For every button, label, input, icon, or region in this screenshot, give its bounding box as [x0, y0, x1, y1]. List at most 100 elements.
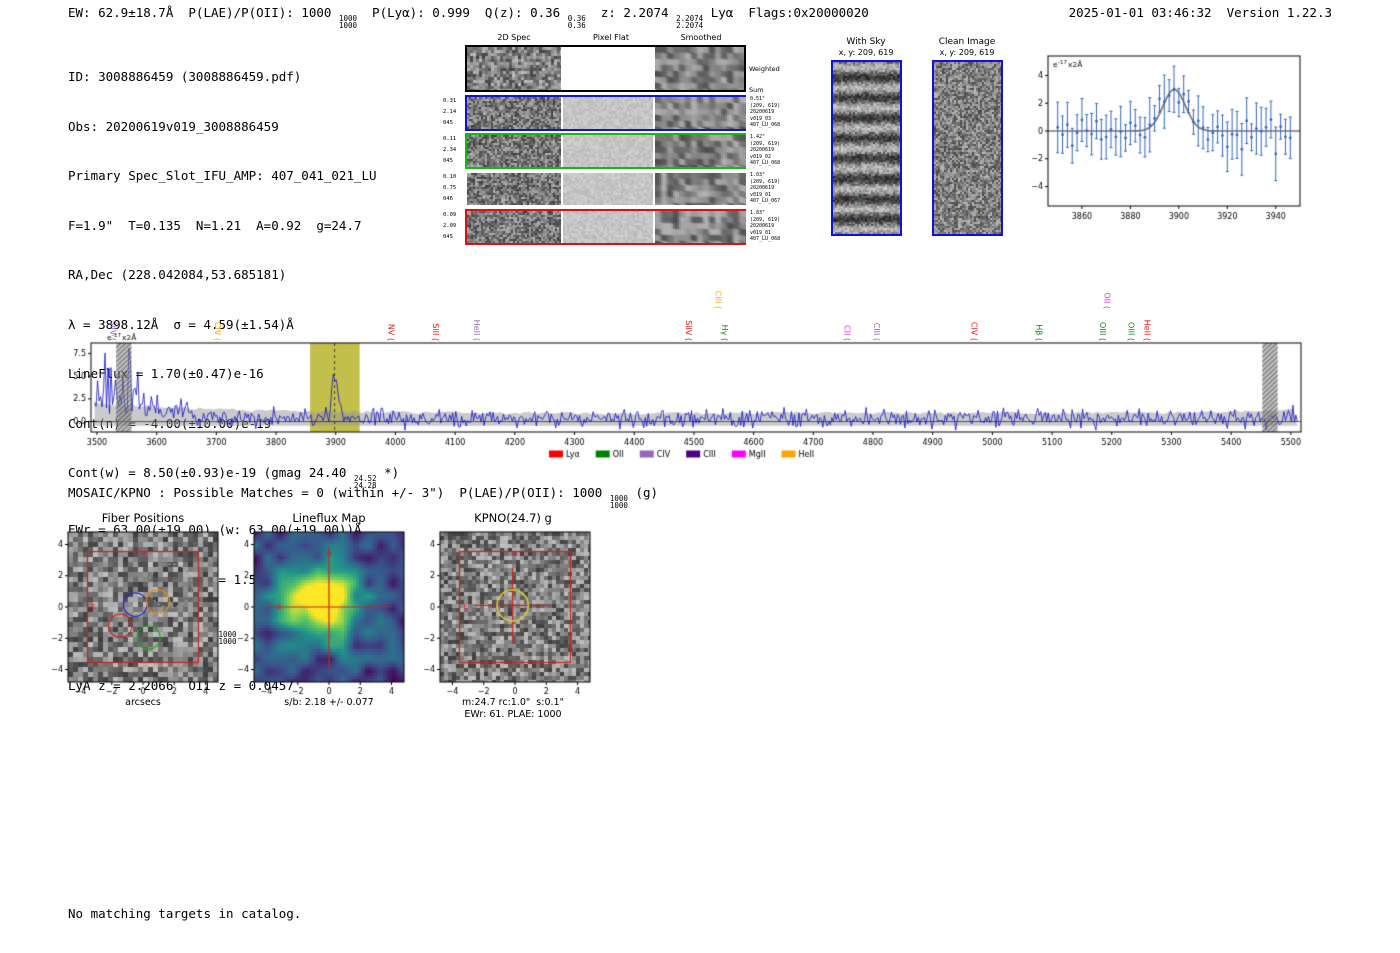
cutout-row-left-values: 0.31 2.14 045 — [443, 98, 457, 126]
plae-fraction-top: 1000 — [338, 14, 357, 23]
mosaic-plae-fraction-bottom: 1000 — [609, 501, 628, 510]
weighted-sum-2dspec-image — [467, 47, 561, 90]
cutout-pixelflat-image — [563, 173, 653, 205]
weighted-sum-label-line1: Weighted — [749, 65, 780, 73]
cutout-smoothed-image — [655, 211, 746, 243]
withsky-coords: x, y: 209, 619 — [838, 48, 894, 57]
mosaic-prefix: MOSAIC/KPNO : Possible Matches = 0 (with… — [68, 485, 610, 500]
fiber-positions-caption: arcsecs — [125, 697, 161, 708]
cutout-row-right-info: 1.03" (209, 619) 20200619 v019_01 407_LU_067 — [750, 172, 781, 205]
cutout-row-left-values: 0.10 0.75 046 — [443, 174, 457, 202]
footer-note: No matching targets in catalog. Row inte… — [68, 876, 301, 953]
cutout-row-right-info: 0.51" (209, 619) 20200619 v019_03 407_LU_068 — [750, 96, 781, 129]
cutout-pixelflat-image — [563, 135, 653, 167]
cleanimage-title: Clean Image — [938, 37, 996, 47]
cutout-row-left-values: 0.11 2.34 045 — [443, 136, 457, 164]
weighted-sum-strip — [465, 45, 746, 92]
line-fit-plot — [1016, 46, 1320, 228]
weighted-sum-label: Weighted Sum — [749, 52, 780, 108]
emission-line-label-cii: CII ( — [842, 325, 852, 341]
info-seeing: F=1.9" T=0.135 N=1.21 A=0.92 g=24.7 — [68, 217, 362, 233]
lineflux-map-panel — [224, 526, 416, 698]
fiber-positions-panel — [38, 526, 230, 698]
emission-line-label-siiv: SiIV ( — [684, 320, 694, 341]
header-linetype-flags: Lyα Flags:0x20000020 — [703, 5, 869, 20]
cutout-pixelflat-image — [563, 97, 653, 129]
info-primary-spec: Primary Spec_Slot_IFU_AMP: 407_041_021_L… — [68, 168, 377, 183]
emission-line-label-nv: NV ( — [386, 323, 396, 341]
cutout-row-right-info: 1.83" (209, 619) 20200619 v019_01 407_LU_068 — [750, 210, 781, 243]
header-ew-plae: EW: 62.9±18.7Å P(LAE)/P(OII): 1000 — [68, 5, 339, 20]
cutout-col-header-smoothed: Smoothed — [680, 33, 722, 42]
header-summary-line: EW: 62.9±18.7Å P(LAE)/P(OII): 1000 1000 1… — [68, 5, 869, 29]
emission-line-label-oiii: OIII ( — [1097, 321, 1107, 341]
cutout-row-left-values: 0.09 2.09 045 — [443, 212, 457, 240]
cutout-col-header-2dspec: 2D Spec — [497, 33, 531, 42]
gmag-fraction-bottom: 24.28 — [353, 481, 377, 490]
cutout-2dspec-image — [467, 211, 561, 243]
withsky-title: With Sky — [846, 37, 886, 47]
panel-title-kpno-g: KPNO(24.7) g — [474, 511, 552, 525]
header-datetime-version: 2025-01-01 03:46:32 Version 1.22.3 — [1068, 5, 1332, 20]
cutout-2dspec-image — [467, 135, 561, 167]
cutout-2dspec-image — [467, 173, 561, 205]
mosaic-plae-fraction: 1000 1000 — [609, 494, 628, 510]
cutout-smoothed-image — [655, 173, 746, 205]
emission-line-label-siiv: SiIV ( — [108, 320, 118, 341]
qz-fraction-top: 0.36 — [567, 14, 586, 23]
header-plya-qz: P(Lyα): 0.999 Q(z): 0.36 — [357, 5, 568, 20]
kpno-g-caption2: EWr: 61. PLAE: 1000 — [464, 709, 562, 720]
emission-line-label-oii: OII ( — [1102, 292, 1112, 309]
emission-line-label-hγ: Hγ ( — [719, 324, 729, 341]
cutout-col-header-pixelflat: Pixel Flat — [593, 33, 629, 42]
z-fraction-bottom: 2.2074 — [676, 21, 704, 30]
cutout-2dspec-image — [467, 97, 561, 129]
weighted-sum-label-line2: Sum — [749, 86, 764, 94]
panel-title-fiber-positions: Fiber Positions — [101, 511, 185, 525]
cutout-row-right-info: 1.42" (209, 619) 20200619 v019_02 407_LU_068 — [750, 134, 781, 167]
mosaic-suffix: (g) — [627, 485, 659, 500]
info-wavelength-sigma: λ = 3898.12Å σ = 4.59(±1.54)Å — [68, 316, 294, 332]
lineflux-map-caption: s/b: 2.18 +/- 0.077 — [284, 697, 374, 708]
emission-line-label-ciii: CIII ( — [713, 290, 723, 309]
kpno-g-caption: m:24.7 rc:1.0" s:0.1" — [462, 697, 564, 708]
mosaic-match-line: MOSAIC/KPNO : Possible Matches = 0 (with… — [68, 485, 658, 509]
z-fraction-top: 2.2074 — [676, 14, 704, 23]
emission-line-label-hβ: Hβ ( — [1034, 324, 1044, 341]
cutout-row — [465, 209, 746, 245]
cutout-row — [465, 95, 746, 131]
qz-fraction: 0.36 0.36 — [567, 14, 586, 30]
emission-line-label-heii: HeII ( — [472, 319, 482, 341]
emission-line-label-ciii: CIII ( — [872, 322, 882, 341]
info-id: ID: 3008886459 (3008886459.pdf) — [68, 69, 302, 84]
full-spectrum-plot — [55, 333, 1325, 469]
plae-fraction: 1000 1000 — [338, 14, 357, 30]
gmag-fraction: 24.52 24.28 — [353, 474, 377, 490]
cleanimage-image — [932, 60, 1003, 236]
withsky-image — [831, 60, 902, 236]
footer-line-2: Row intentionally blank. — [68, 951, 301, 953]
z-fraction: 2.2074 2.2074 — [676, 14, 704, 30]
plae-fraction-bottom: 1000 — [338, 21, 357, 30]
emission-line-label-civ: CIV ( — [213, 321, 223, 341]
cutout-smoothed-image — [655, 97, 746, 129]
footer-line-1: No matching targets in catalog. — [68, 906, 302, 921]
cutout-row — [465, 133, 746, 169]
kpno-g-panel — [410, 526, 602, 698]
cleanimage-coords: x, y: 209, 619 — [939, 48, 995, 57]
emission-line-label-siii: SiII ( — [431, 323, 441, 341]
info-radec: RA,Dec (228.042084,53.685181) — [68, 267, 287, 282]
gmag-fraction-top: 24.52 — [353, 474, 377, 483]
emission-line-label-civ: CIV ( — [969, 321, 979, 341]
panel-title-lineflux-map: Lineflux Map — [292, 511, 366, 525]
cutout-smoothed-image — [655, 135, 746, 167]
weighted-sum-smoothed-image — [655, 47, 744, 90]
cutout-row — [465, 171, 746, 207]
mosaic-plae-fraction-top: 1000 — [609, 494, 628, 503]
emission-line-label-heii: HeII ( — [1142, 319, 1152, 341]
emission-line-label-oiii: OIII ( — [1126, 321, 1136, 341]
cutout-pixelflat-image — [563, 211, 653, 243]
header-z: z: 2.2074 — [585, 5, 677, 20]
qz-fraction-bottom: 0.36 — [567, 21, 586, 30]
